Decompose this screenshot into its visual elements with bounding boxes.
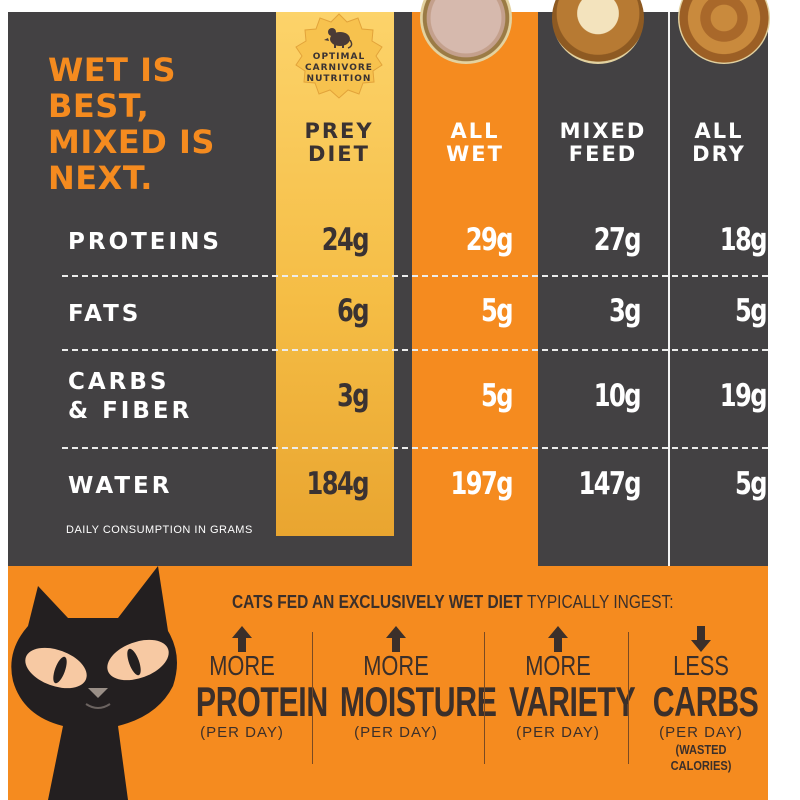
- column-header-all-dry: ALL DRY: [692, 119, 746, 166]
- row-label-carbs-fiber: CARBS & FIBER: [68, 369, 193, 424]
- up-arrow-icon: [386, 626, 406, 652]
- benefit-divider: [312, 632, 313, 764]
- benefit-carbs-note: (WASTED CALORIES): [670, 742, 732, 773]
- benefit-moisture-big: MOISTURE: [339, 678, 497, 725]
- row-separator: [62, 447, 768, 449]
- column-header-mixed-feed: MIXED FEED: [559, 119, 647, 166]
- benefit-carbs: LESS CARBS (PER DAY) (WASTED CALORIES): [634, 626, 768, 774]
- cell-water-wet: 197g: [450, 466, 513, 502]
- benefit-moisture-small: (PER DAY): [354, 724, 438, 741]
- column-header-prey-diet: PREY DIET: [304, 119, 374, 166]
- badge-text: OPTIMAL CARNIVORE NUTRITION: [305, 52, 373, 84]
- tagline-light: TYPICALLY INGEST:: [527, 592, 674, 612]
- tagline-bold: CATS FED AN EXCLUSIVELY WET DIET: [232, 592, 523, 612]
- headline: WET IS BEST, MIXED IS NEXT.: [48, 52, 278, 196]
- cell-water-prey: 184g: [306, 466, 369, 502]
- column-header-all-wet: ALL WET: [446, 119, 504, 166]
- benefit-carbs-small: (PER DAY): [659, 724, 743, 741]
- benefit-divider: [484, 632, 485, 764]
- benefit-variety-big: VARIETY: [509, 678, 636, 725]
- benefit-moisture: MORE MOISTURE (PER DAY): [318, 626, 497, 742]
- row-separator: [62, 275, 768, 277]
- benefit-protein-top: MORE: [209, 650, 275, 681]
- cell-fats-wet: 5g: [480, 293, 514, 329]
- row-separator: [62, 349, 768, 351]
- cell-fats-dry: 5g: [734, 293, 768, 329]
- headline-text: WET IS BEST, MIXED IS NEXT.: [48, 51, 215, 197]
- table-footnote: DAILY CONSUMPTION IN GRAMS: [66, 524, 253, 536]
- table-panel-right: [538, 12, 768, 566]
- black-cat: [11, 566, 177, 800]
- cell-water-dry: 5g: [734, 466, 768, 502]
- up-arrow-icon: [232, 626, 252, 652]
- row-label-fats: FATS: [68, 301, 142, 327]
- cell-proteins-prey: 24g: [321, 222, 370, 258]
- tagline: CATS FED AN EXCLUSIVELY WET DIET TYPICAL…: [232, 592, 674, 613]
- down-arrow-icon: [691, 626, 711, 652]
- cell-carbs-dry: 19g: [719, 378, 768, 414]
- benefit-carbs-top: LESS: [673, 650, 729, 681]
- benefit-moisture-top: MORE: [363, 650, 429, 681]
- cell-carbs-mixed: 10g: [593, 378, 642, 414]
- benefit-protein-big: PROTEIN: [195, 678, 328, 725]
- mouse-icon: [324, 28, 353, 49]
- benefit-variety: MORE VARIETY (PER DAY): [490, 626, 636, 742]
- cell-proteins-mixed: 27g: [593, 222, 642, 258]
- cell-proteins-wet: 29g: [465, 222, 514, 258]
- cell-fats-prey: 6g: [336, 293, 370, 329]
- row-label-proteins: PROTEINS: [68, 229, 222, 255]
- benefit-protein-small: (PER DAY): [200, 724, 284, 741]
- cell-proteins-dry: 18g: [719, 222, 768, 258]
- column-divider: [668, 12, 670, 566]
- benefit-carbs-big: CARBS: [652, 678, 759, 725]
- benefit-protein: MORE PROTEIN (PER DAY): [178, 626, 328, 742]
- benefit-divider: [628, 632, 629, 764]
- benefit-variety-small: (PER DAY): [516, 724, 600, 741]
- cell-carbs-wet: 5g: [480, 378, 514, 414]
- column-all-wet-highlight: [412, 12, 538, 572]
- cell-carbs-prey: 3g: [336, 378, 370, 414]
- row-label-water: WATER: [68, 473, 173, 499]
- cell-fats-mixed: 3g: [608, 293, 642, 329]
- benefit-variety-top: MORE: [525, 650, 591, 681]
- cell-water-mixed: 147g: [578, 466, 641, 502]
- up-arrow-icon: [548, 626, 568, 652]
- optimal-nutrition-badge: OPTIMAL CARNIVORE NUTRITION: [284, 12, 394, 110]
